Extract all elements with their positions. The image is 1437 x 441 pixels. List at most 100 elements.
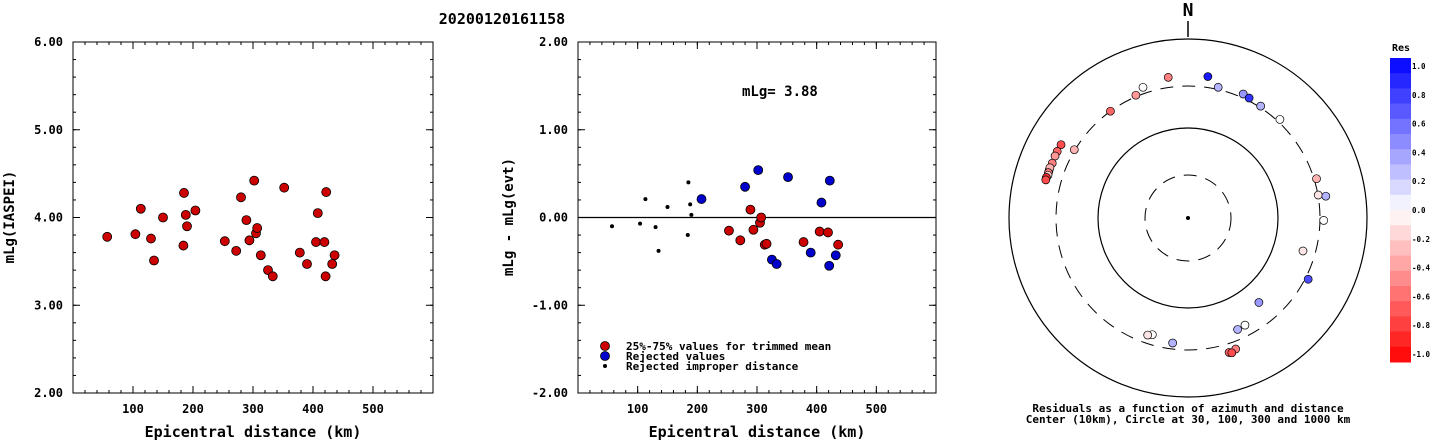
plot2-point-series3 bbox=[689, 212, 694, 217]
plot2-point-series2 bbox=[805, 247, 816, 258]
plot2-point-series3 bbox=[688, 202, 693, 207]
plot1-point-series1 bbox=[294, 247, 305, 258]
plot2-point-series1 bbox=[814, 226, 825, 237]
colorbar-cell bbox=[1390, 149, 1411, 165]
plot2-point-series2 bbox=[696, 194, 707, 204]
plot2-ytick-label: 1.00 bbox=[539, 123, 568, 137]
plot2-point-series1 bbox=[833, 239, 844, 250]
plot2-point-series2 bbox=[816, 197, 827, 208]
colorbar-cell bbox=[1390, 346, 1411, 363]
polar-residual-point bbox=[1056, 140, 1066, 150]
colorbar-tick-label: -0.2 bbox=[1412, 235, 1430, 244]
plot1-point-series1 bbox=[130, 229, 141, 240]
plot2-point-series3 bbox=[610, 224, 615, 229]
plot1-point-series1 bbox=[180, 209, 191, 220]
ring-30km bbox=[1144, 174, 1232, 262]
plot1-point-series1 bbox=[158, 212, 168, 223]
magnitude-vs-distance-plot: mLg(IASPEI) Epicentral distance (km) 100… bbox=[2, 35, 434, 441]
colorbar-cell bbox=[1390, 286, 1411, 302]
polar-residual-point bbox=[1298, 246, 1308, 256]
polar-residual-point bbox=[1041, 175, 1051, 185]
plot1-point-series1 bbox=[149, 255, 159, 266]
north-label: N bbox=[1183, 0, 1194, 21]
plot2-ylabel: mLg - mLg(evt) bbox=[501, 158, 517, 276]
plot1-point-series1 bbox=[190, 205, 201, 216]
plot2-point-series1 bbox=[748, 224, 759, 235]
colorbar-cell bbox=[1390, 210, 1411, 226]
colorbar-cell bbox=[1390, 194, 1411, 211]
plot2-point-series3 bbox=[686, 180, 691, 185]
plot2-point-series2 bbox=[771, 259, 782, 269]
legend-marker-improper bbox=[603, 364, 607, 368]
colorbar-cell bbox=[1390, 164, 1411, 181]
polar-residual-point bbox=[1227, 348, 1237, 358]
plot1-point-series1 bbox=[329, 250, 340, 261]
colorbar-tick-label: 0.0 bbox=[1412, 206, 1426, 215]
plot2-point-series2 bbox=[830, 250, 841, 261]
plot2-point-series1 bbox=[823, 227, 833, 238]
plot1-point-series1 bbox=[241, 215, 252, 226]
colorbar-cell bbox=[1390, 225, 1411, 241]
polar-residual-point bbox=[1275, 115, 1285, 124]
colorbar-tick-label: -0.6 bbox=[1412, 292, 1431, 301]
polar-residual-point bbox=[1240, 320, 1250, 330]
plot2-point-series2 bbox=[824, 175, 835, 186]
plot2-point-series3 bbox=[665, 204, 670, 209]
azimuth-distance-residual-plot: N Residuals as a function of azimuth and… bbox=[1008, 0, 1368, 426]
ring-300km bbox=[1055, 85, 1321, 351]
colorbar-tick-label: -1.0 bbox=[1412, 350, 1431, 359]
plot1-point-series1 bbox=[279, 182, 290, 193]
figure-title: 20200120161158 bbox=[439, 10, 565, 28]
colorbar-tick-label: -0.8 bbox=[1412, 321, 1431, 330]
colorbar-cell bbox=[1390, 73, 1411, 89]
plot1-xtick-label: 200 bbox=[182, 402, 204, 416]
polar-residual-point bbox=[1303, 274, 1313, 284]
plot1-point-series1 bbox=[311, 237, 321, 247]
plot1-ytick-label: 2.00 bbox=[34, 386, 63, 400]
plot1-point-series1 bbox=[231, 245, 242, 256]
polar-residual-point bbox=[1319, 216, 1329, 225]
polar-residual-point bbox=[1168, 338, 1178, 348]
plot2-point-series3 bbox=[656, 248, 661, 253]
plot1-point-series1 bbox=[267, 271, 278, 282]
plot1-point-series1 bbox=[302, 259, 312, 269]
plot1-xtick-label: 500 bbox=[362, 402, 384, 416]
colorbar-tick-label: 0.8 bbox=[1412, 91, 1426, 100]
plot1-frame bbox=[72, 41, 434, 394]
polar-residual-point bbox=[1254, 298, 1264, 307]
colorbar-tick-label: 0.2 bbox=[1412, 177, 1426, 186]
polar-residual-point bbox=[1213, 82, 1223, 92]
plot1-point-series1 bbox=[236, 192, 246, 203]
plot1-point-series1 bbox=[219, 236, 230, 247]
colorbar-cell bbox=[1390, 270, 1411, 287]
plot1-point-series1 bbox=[327, 259, 338, 269]
colorbar-cell bbox=[1390, 134, 1411, 150]
plot2-xlabel: Epicentral distance (km) bbox=[649, 423, 866, 441]
plot2-point-series2 bbox=[740, 181, 750, 192]
plot1-point-series1 bbox=[255, 250, 266, 261]
polar-residual-point bbox=[1131, 90, 1141, 100]
polar-residual-point bbox=[1203, 72, 1213, 81]
polar-residual-point bbox=[1138, 82, 1148, 92]
plot1-point-series1 bbox=[102, 231, 113, 242]
plot1-xtick-label: 400 bbox=[302, 402, 324, 416]
plot2-point-series1 bbox=[798, 237, 809, 247]
legend-label-trimmed: 25%-75% values for trimmed mean bbox=[626, 340, 831, 353]
polar-residual-point bbox=[1106, 106, 1115, 116]
plot1-ytick-label: 6.00 bbox=[34, 35, 63, 49]
plot2-point-series3 bbox=[643, 197, 648, 202]
plot1-point-series1 bbox=[182, 221, 192, 232]
plot1-point-series1 bbox=[319, 237, 330, 247]
polar-residual-point bbox=[1312, 174, 1321, 184]
plot1-xtick-label: 300 bbox=[242, 402, 264, 416]
colorbar-cell bbox=[1390, 118, 1411, 135]
plot1-ytick-label: 5.00 bbox=[34, 123, 63, 137]
plot2-point-series1 bbox=[745, 204, 756, 215]
epicenter-dot bbox=[1186, 216, 1190, 220]
plot2-point-series1 bbox=[724, 225, 734, 236]
plot1-point-series1 bbox=[178, 240, 189, 251]
colorbar-tick-label: -0.4 bbox=[1412, 264, 1431, 273]
plot1-xtick-label: 100 bbox=[122, 402, 144, 416]
plot1-ytick-label: 4.00 bbox=[34, 211, 63, 225]
plot2-xtick-label: 300 bbox=[746, 402, 768, 416]
